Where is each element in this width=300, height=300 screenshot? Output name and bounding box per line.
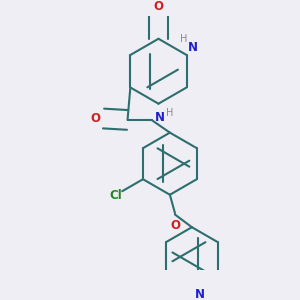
Text: O: O bbox=[170, 219, 180, 232]
Text: Cl: Cl bbox=[109, 189, 122, 202]
Text: O: O bbox=[91, 112, 100, 125]
Text: N: N bbox=[195, 288, 205, 300]
Text: N: N bbox=[155, 111, 165, 124]
Text: H: H bbox=[180, 34, 188, 44]
Text: H: H bbox=[166, 108, 173, 118]
Text: N: N bbox=[188, 40, 198, 54]
Text: O: O bbox=[154, 0, 164, 13]
